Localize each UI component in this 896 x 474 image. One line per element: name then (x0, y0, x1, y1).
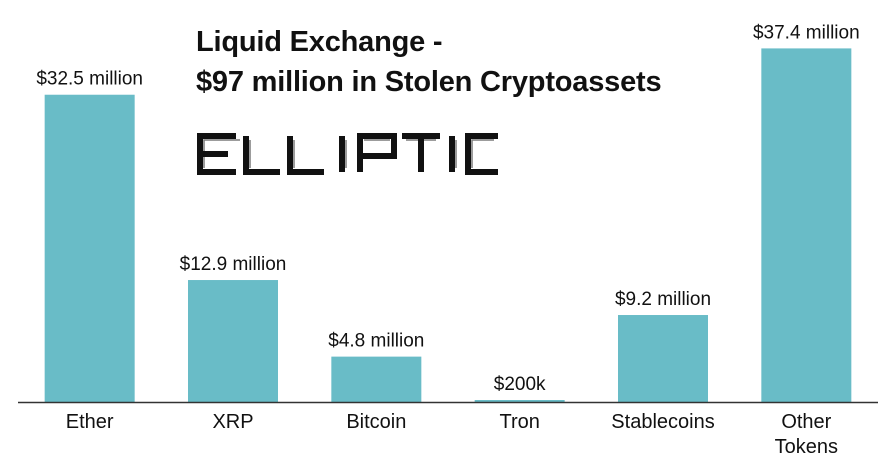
bar-stablecoins (618, 315, 708, 402)
category-label-bitcoin: Bitcoin (346, 411, 406, 433)
data-label-stablecoins: $9.2 million (615, 289, 711, 310)
data-label-ether: $32.5 million (36, 69, 143, 90)
elliptic-logo (197, 133, 498, 175)
bar-ether (44, 94, 135, 403)
bar-xrp (188, 280, 278, 402)
data-label-xrp: $12.9 million (180, 254, 287, 275)
data-label-other-tokens: $37.4 million (753, 22, 860, 43)
bar-other-tokens (761, 48, 852, 403)
category-label-other-tokens: Other Tokens (775, 411, 838, 458)
category-label-stablecoins: Stablecoins (611, 411, 714, 433)
bar-tron (474, 400, 565, 402)
bar-bitcoin (331, 356, 422, 402)
chart-title-line-1: Liquid Exchange - (196, 26, 443, 58)
category-label-xrp: XRP (212, 411, 253, 433)
category-label-ether: Ether (66, 411, 114, 433)
category-label-tron: Tron (499, 411, 539, 433)
data-label-tron: $200k (494, 374, 546, 395)
data-label-bitcoin: $4.8 million (328, 331, 424, 352)
chart-title-line-2: $97 million in Stolen Cryptoassets (196, 66, 662, 98)
